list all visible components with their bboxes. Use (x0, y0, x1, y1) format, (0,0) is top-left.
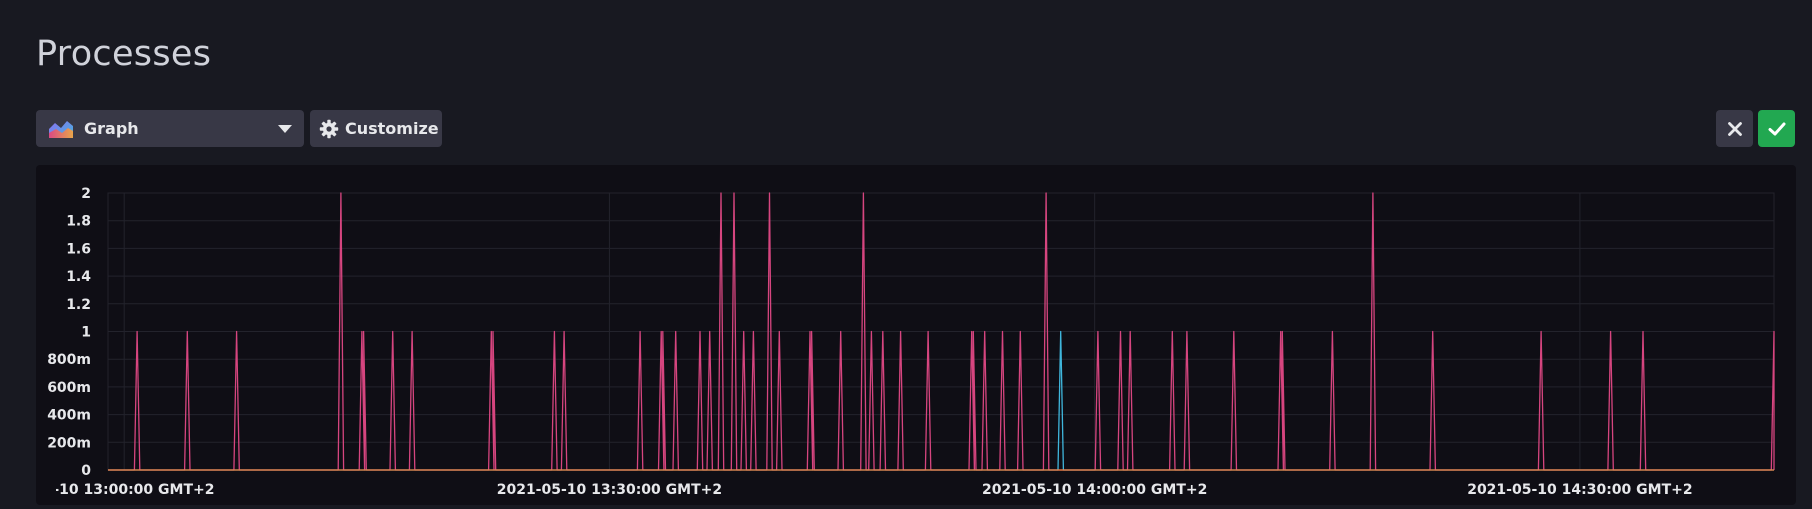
page-title: Processes (36, 34, 212, 74)
x-tick-label: 2021-05-10 14:30:00 GMT+2 (1467, 482, 1692, 498)
customize-button[interactable]: Customize (310, 110, 442, 147)
y-tick-label: 400m (47, 408, 91, 424)
check-icon (1768, 122, 1785, 135)
chevron-down-icon (278, 125, 292, 133)
view-type-label: Graph (84, 119, 139, 138)
close-icon (1727, 121, 1742, 136)
confirm-button[interactable] (1758, 110, 1795, 147)
graph-icon (49, 120, 73, 138)
x-tick-label: 2021-05-10 13:30:00 GMT+2 (497, 482, 722, 498)
y-tick-label: 2 (81, 186, 91, 202)
y-tick-label: 800m (47, 352, 91, 368)
gear-icon (319, 119, 339, 138)
y-tick-label: 600m (47, 380, 91, 396)
graph-panel: 0 200m 400m 600m 800m 1 1.2 1.4 1.6 1.8 2 05-10 13… (36, 165, 1796, 505)
toolbar: Graph Customize (36, 110, 1796, 148)
processes-chart[interactable]: 0 200m 400m 600m 800m 1 1.2 1.4 1.6 1.8 2 05-10 13… (36, 165, 1796, 505)
y-tick-label: 1.2 (66, 297, 91, 313)
y-tick-label: 1 (81, 325, 91, 341)
y-tick-label: 200m (47, 435, 91, 451)
y-tick-label: 0 (81, 463, 91, 479)
customize-label: Customize (345, 119, 439, 138)
y-tick-label: 1.4 (66, 269, 91, 285)
view-type-dropdown[interactable]: Graph (36, 110, 304, 147)
cancel-button[interactable] (1716, 110, 1753, 147)
x-tick-label: 05-10 13:00:00 GMT+2 (36, 482, 214, 498)
x-tick-label: 2021-05-10 14:00:00 GMT+2 (982, 482, 1207, 498)
series-line-1 (108, 330, 1774, 471)
y-tick-label: 1.8 (66, 214, 91, 230)
y-tick-label: 1.6 (66, 241, 91, 257)
